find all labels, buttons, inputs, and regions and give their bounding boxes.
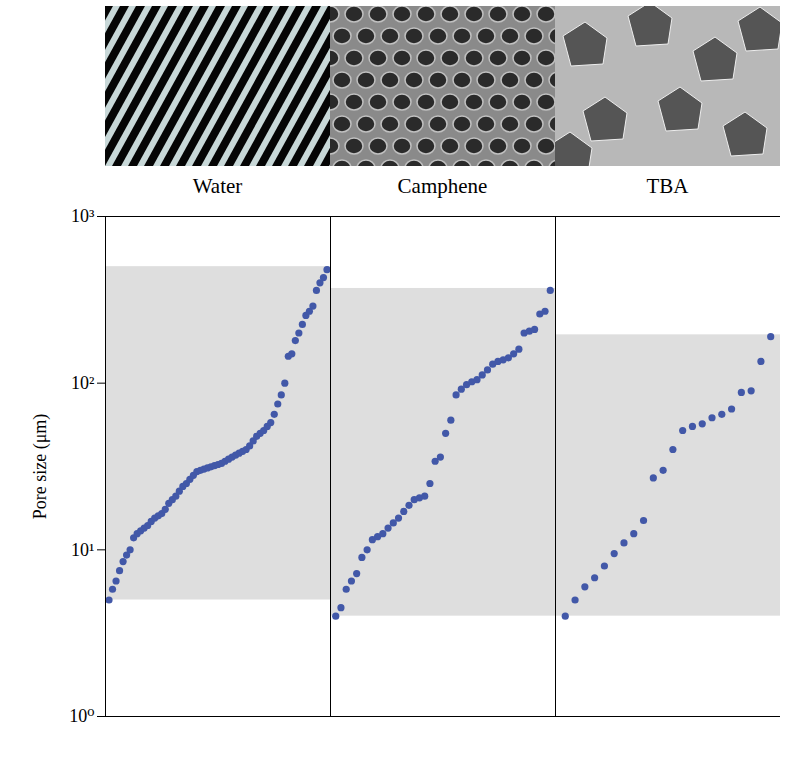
html-text:Camphene: Camphene [397, 174, 488, 198]
svg-text:10¹: 10¹ [71, 540, 94, 560]
html-text:Water: Water [192, 174, 243, 198]
html-text:TBA: TBA [646, 174, 689, 198]
svg-text:10²: 10² [71, 373, 94, 393]
svg-text:10³: 10³ [71, 206, 95, 226]
svg-text:10⁰: 10⁰ [69, 706, 94, 726]
svg-text:Pore size (μm): Pore size (μm) [30, 414, 51, 520]
